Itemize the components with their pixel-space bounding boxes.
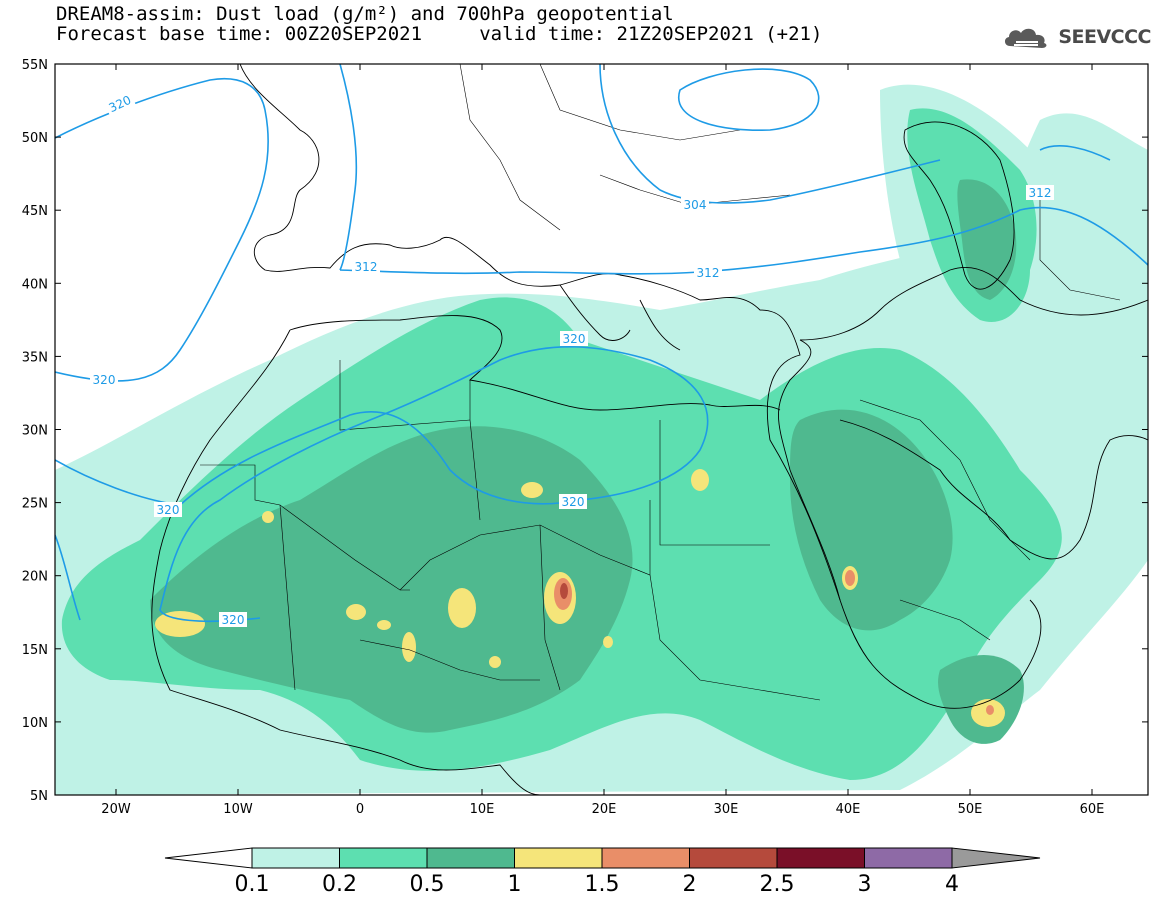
contour-312-west <box>339 64 358 271</box>
lat-tick-label: 10N <box>22 716 48 731</box>
colorbar-swatch <box>339 847 428 869</box>
coastlines <box>151 64 1148 795</box>
colorbar-swatch <box>251 847 340 869</box>
colorbar-tick-label: 4 <box>945 872 959 897</box>
lat-tick-label: 35N <box>22 350 48 365</box>
lat-tick-label: 30N <box>22 424 48 439</box>
colorbar-tick-label: 1.5 <box>585 872 620 897</box>
colorbar-swatch <box>864 847 953 869</box>
contour-label: 312 <box>355 260 378 274</box>
lat-tick-label: 25N <box>22 497 48 512</box>
lat-tick-label: 40N <box>22 277 48 292</box>
dust-field <box>55 84 1148 795</box>
contour-east <box>1039 145 1111 161</box>
hotspot-senegal <box>155 611 205 637</box>
hotspot-small1 <box>262 511 274 523</box>
dust-region-high-caspian <box>957 179 1017 300</box>
colorbar-tick-label: 0.1 <box>235 872 270 897</box>
hotspot-niger2 <box>402 632 416 662</box>
colorbar-swatch <box>776 847 865 869</box>
dust-region-high <box>150 426 633 733</box>
cloud-logo-icon <box>1005 28 1047 48</box>
contour-320-nw <box>55 78 269 382</box>
lat-tick-label: 45N <box>22 204 48 219</box>
lon-tick-label: 50E <box>958 802 983 817</box>
lon-tick-label: 0 <box>356 802 364 817</box>
lon-tick-label: 30E <box>714 802 739 817</box>
colorbar-tick-label: 1 <box>508 872 522 897</box>
colorbar: 0.1 0.2 0.5 1 1.5 2 2.5 3 4 <box>164 847 1041 897</box>
map-title: DREAM8-assim: Dust load (g/m²) and 700hP… <box>56 3 674 25</box>
hotspot-mali <box>346 604 366 620</box>
hotspot-egypt <box>691 469 709 491</box>
contour-320-main <box>55 346 709 623</box>
logo-text: SEEVCCC <box>1058 26 1151 48</box>
colorbar-low-arrow <box>164 847 253 869</box>
colorbar-swatch <box>689 847 778 869</box>
hotspot-chad-peak <box>560 583 568 599</box>
contour-label: 320 <box>157 503 180 517</box>
lon-tick-label: 60E <box>1080 802 1105 817</box>
lon-tick-label: 10E <box>470 802 495 817</box>
geopotential-contours <box>55 64 1148 623</box>
hotspot-libya <box>521 482 543 498</box>
country-borders <box>200 64 1121 701</box>
forecast-time-line: Forecast base time: 00Z20SEP2021 valid t… <box>56 23 823 45</box>
hotspot-small3 <box>603 636 613 648</box>
contour-label: 320 <box>93 373 116 387</box>
hotspot-small4 <box>377 620 391 630</box>
colorbar-tick-label: 2 <box>683 872 697 897</box>
hotspot-somalia-core <box>986 705 994 715</box>
lat-tick-label: 5N <box>30 789 48 804</box>
dust-region-high-east <box>790 409 953 631</box>
lat-tick-label: 15N <box>22 643 48 658</box>
contour-296 <box>677 68 820 132</box>
colorbar-tick-label: 0.2 <box>322 872 357 897</box>
seevccc-logo: SEEVCCC <box>1002 24 1151 50</box>
contour-304 <box>599 64 941 204</box>
latitude-axis: 55N 50N 45N 40N 35N 30N 25N 20N 15N 10N 5N <box>22 58 1148 804</box>
contour-labels: 320 320 320 320 320 320 312 312 312 304 <box>90 90 1054 627</box>
hotspot-niger <box>448 588 476 628</box>
colorbar-swatch <box>514 847 603 869</box>
lat-tick-label: 50N <box>22 131 48 146</box>
colorbar-high-arrow <box>951 847 1041 869</box>
contour-312 <box>339 206 1148 275</box>
lon-tick-label: 10W <box>223 802 253 817</box>
dust-region-high-horn <box>938 655 1024 744</box>
contour-label: 304 <box>684 198 707 212</box>
longitude-axis: 20W 10W 0 10E 20E 30E 40E 50E 60E <box>101 64 1104 817</box>
lon-tick-label: 20E <box>592 802 617 817</box>
contour-label: 320 <box>222 613 245 627</box>
contour-label: 312 <box>697 266 720 280</box>
colorbar-swatch <box>601 847 690 869</box>
colorbar-tick-label: 0.5 <box>410 872 445 897</box>
contour-label: 320 <box>562 495 585 509</box>
colorbar-swatch <box>426 847 515 869</box>
contour-label: 320 <box>563 332 586 346</box>
colorbar-tick-label: 3 <box>858 872 872 897</box>
lat-tick-label: 20N <box>22 570 48 585</box>
lon-tick-label: 20W <box>101 802 131 817</box>
lat-tick-label: 55N <box>22 58 48 73</box>
contour-label: 312 <box>1029 186 1052 200</box>
contour-320-sw <box>55 534 81 621</box>
hotspot-small2 <box>489 656 501 668</box>
lon-tick-label: 40E <box>836 802 861 817</box>
hotspot-eritrea-core <box>845 570 855 586</box>
colorbar-tick-label: 2.5 <box>760 872 795 897</box>
